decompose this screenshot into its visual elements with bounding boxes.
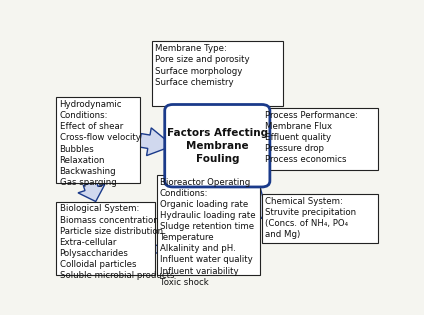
Text: Biological System:
Biomass concentration
Particle size distribution
Extra-cellul: Biological System: Biomass concentration…	[59, 204, 174, 280]
Polygon shape	[203, 106, 232, 111]
Text: Hydrodynamic
Conditions:
Effect of shear
Cross-flow velocity
Bubbles
Relaxation
: Hydrodynamic Conditions: Effect of shear…	[59, 100, 140, 187]
Polygon shape	[142, 244, 170, 253]
Text: Factors Affecting
Membrane
Fouling: Factors Affecting Membrane Fouling	[167, 128, 268, 164]
Polygon shape	[204, 75, 231, 106]
Polygon shape	[248, 139, 276, 141]
FancyBboxPatch shape	[56, 97, 140, 183]
Polygon shape	[242, 169, 271, 219]
FancyBboxPatch shape	[165, 105, 270, 187]
Polygon shape	[78, 181, 105, 202]
Polygon shape	[139, 128, 173, 156]
FancyBboxPatch shape	[262, 108, 378, 170]
FancyBboxPatch shape	[156, 175, 260, 276]
Text: Chemical System:
Struvite precipitation
(Concs. of NH₄, PO₄
and Mg): Chemical System: Struvite precipitation …	[265, 197, 356, 239]
Text: Process Performance:
Membrane Flux
Effluent quality
Pressure drop
Process econom: Process Performance: Membrane Flux Efflu…	[265, 111, 358, 164]
Polygon shape	[203, 175, 232, 181]
FancyBboxPatch shape	[262, 194, 378, 243]
FancyBboxPatch shape	[151, 42, 283, 106]
Text: Bioreactor Operating
Conditions:
Organic loading rate
Hydraulic loading rate
Slu: Bioreactor Operating Conditions: Organic…	[160, 178, 255, 287]
FancyBboxPatch shape	[56, 202, 155, 276]
Text: Membrane Type:
Pore size and porosity
Surface morphology
Surface chemistry: Membrane Type: Pore size and porosity Su…	[155, 44, 249, 87]
